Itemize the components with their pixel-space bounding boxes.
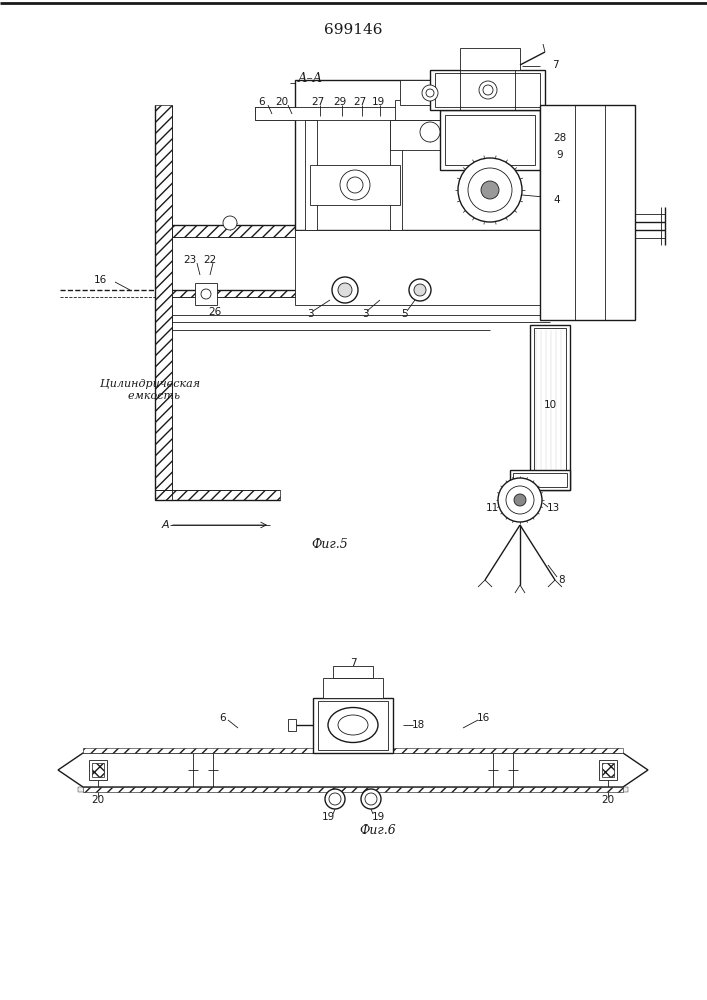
Bar bbox=[172, 290, 550, 297]
Circle shape bbox=[514, 494, 526, 506]
Bar bbox=[295, 230, 540, 305]
Text: 11: 11 bbox=[486, 503, 498, 513]
Text: 5: 5 bbox=[402, 309, 409, 319]
Ellipse shape bbox=[328, 708, 378, 742]
Bar bbox=[198, 286, 214, 302]
Bar bbox=[440, 110, 540, 170]
Text: А: А bbox=[161, 520, 169, 530]
Bar bbox=[540, 105, 635, 320]
Text: 4: 4 bbox=[554, 195, 561, 205]
Bar bbox=[510, 470, 570, 490]
Bar bbox=[435, 73, 540, 107]
Text: 28: 28 bbox=[554, 133, 566, 143]
Bar bbox=[255, 107, 455, 120]
Text: 22: 22 bbox=[204, 255, 216, 265]
Text: 3: 3 bbox=[307, 309, 313, 319]
Circle shape bbox=[481, 181, 499, 199]
Text: Фиг.5: Фиг.5 bbox=[312, 538, 349, 552]
Bar bbox=[313, 698, 393, 753]
Text: 8: 8 bbox=[559, 575, 566, 585]
Bar bbox=[333, 666, 373, 678]
Polygon shape bbox=[58, 753, 648, 787]
Text: 16: 16 bbox=[477, 713, 490, 723]
Bar bbox=[430, 70, 545, 110]
Text: 26: 26 bbox=[209, 307, 221, 317]
Circle shape bbox=[420, 122, 440, 142]
Text: 7: 7 bbox=[350, 658, 356, 668]
Bar bbox=[460, 48, 520, 70]
Text: Цилиндрическая
  емкость: Цилиндрическая емкость bbox=[100, 379, 200, 401]
Bar bbox=[172, 225, 295, 237]
Text: 23: 23 bbox=[183, 255, 197, 265]
Circle shape bbox=[479, 81, 497, 99]
Text: 6: 6 bbox=[259, 97, 265, 107]
Circle shape bbox=[361, 789, 381, 809]
Bar bbox=[400, 80, 460, 105]
Bar bbox=[323, 678, 383, 698]
Text: А–А: А–А bbox=[298, 72, 322, 85]
Circle shape bbox=[458, 158, 522, 222]
Circle shape bbox=[414, 284, 426, 296]
Text: 20: 20 bbox=[276, 97, 288, 107]
Bar bbox=[295, 80, 540, 230]
Bar bbox=[89, 760, 107, 780]
Bar bbox=[288, 719, 296, 731]
Bar bbox=[599, 760, 617, 780]
Text: 7: 7 bbox=[551, 60, 559, 70]
Bar bbox=[255, 107, 455, 120]
Text: Фиг.6: Фиг.6 bbox=[360, 824, 397, 838]
Circle shape bbox=[498, 478, 542, 522]
Text: 27: 27 bbox=[311, 97, 325, 107]
Circle shape bbox=[506, 486, 534, 514]
Circle shape bbox=[325, 789, 345, 809]
Bar bbox=[513, 473, 567, 487]
Circle shape bbox=[347, 177, 363, 193]
Text: 10: 10 bbox=[544, 400, 556, 410]
Circle shape bbox=[329, 793, 341, 805]
Text: 16: 16 bbox=[93, 275, 107, 285]
Text: 19: 19 bbox=[371, 97, 385, 107]
Bar bbox=[195, 283, 217, 305]
Bar bbox=[92, 763, 104, 777]
Circle shape bbox=[422, 85, 438, 101]
Circle shape bbox=[340, 170, 370, 200]
Text: 19: 19 bbox=[322, 812, 334, 822]
Circle shape bbox=[338, 283, 352, 297]
Bar bbox=[530, 325, 570, 490]
Text: 6: 6 bbox=[220, 713, 226, 723]
Text: 9: 9 bbox=[556, 150, 563, 160]
Text: 20: 20 bbox=[91, 795, 105, 805]
Circle shape bbox=[483, 85, 493, 95]
Bar bbox=[395, 100, 465, 120]
Text: 19: 19 bbox=[371, 812, 385, 822]
Bar bbox=[602, 763, 614, 777]
Bar bbox=[390, 120, 470, 150]
Text: 27: 27 bbox=[354, 97, 367, 107]
Text: 18: 18 bbox=[411, 720, 425, 730]
Bar bbox=[390, 120, 402, 230]
Bar bbox=[78, 787, 628, 792]
Bar bbox=[318, 701, 388, 750]
Circle shape bbox=[365, 793, 377, 805]
Circle shape bbox=[468, 168, 512, 212]
Circle shape bbox=[426, 89, 434, 97]
Bar bbox=[305, 120, 317, 230]
Circle shape bbox=[409, 279, 431, 301]
Bar bbox=[83, 748, 623, 753]
Circle shape bbox=[223, 216, 237, 230]
Bar bbox=[445, 115, 535, 165]
Text: 699146: 699146 bbox=[324, 23, 382, 37]
Bar bbox=[155, 490, 280, 500]
Bar bbox=[534, 328, 566, 487]
Text: 3: 3 bbox=[362, 309, 368, 319]
Text: 20: 20 bbox=[602, 795, 614, 805]
Bar bbox=[83, 787, 623, 792]
Circle shape bbox=[201, 289, 211, 299]
Bar bbox=[310, 165, 400, 205]
Ellipse shape bbox=[338, 715, 368, 735]
Text: 13: 13 bbox=[547, 503, 560, 513]
Text: 29: 29 bbox=[334, 97, 346, 107]
Bar bbox=[155, 105, 172, 500]
Circle shape bbox=[332, 277, 358, 303]
